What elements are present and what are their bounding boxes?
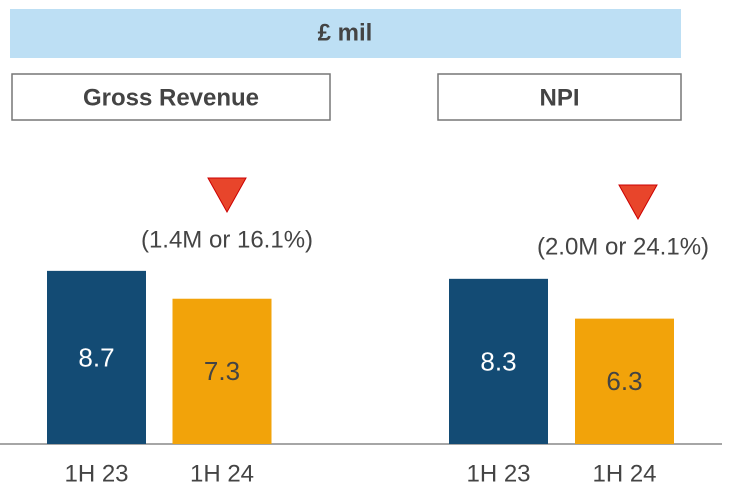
header: £ mil [318, 19, 373, 46]
x-tick-label: 1H 24 [190, 460, 254, 487]
down-triangle [207, 177, 247, 214]
title-box [437, 73, 682, 121]
annotation: (2.0M or 24.1%) [537, 233, 709, 260]
down-triangle [618, 184, 658, 221]
panel-title: NPI [539, 84, 579, 111]
header-bar [10, 9, 681, 58]
x-tick-label: 1H 23 [466, 460, 530, 487]
x-tick-label: 1H 23 [64, 460, 128, 487]
bar [47, 270, 146, 444]
bar [449, 278, 548, 444]
panel-title: Gross Revenue [83, 84, 259, 111]
value-label: 6.3 [606, 366, 642, 396]
annotation: (1.4M or 16.1%) [141, 226, 313, 253]
title-box [11, 73, 331, 121]
value-label: 7.3 [204, 356, 240, 386]
value-label: 8.3 [480, 346, 516, 376]
bar [172, 298, 272, 444]
bar [575, 318, 674, 444]
x-tick-label: 1H 24 [592, 460, 656, 487]
value-label: 8.7 [78, 342, 114, 372]
